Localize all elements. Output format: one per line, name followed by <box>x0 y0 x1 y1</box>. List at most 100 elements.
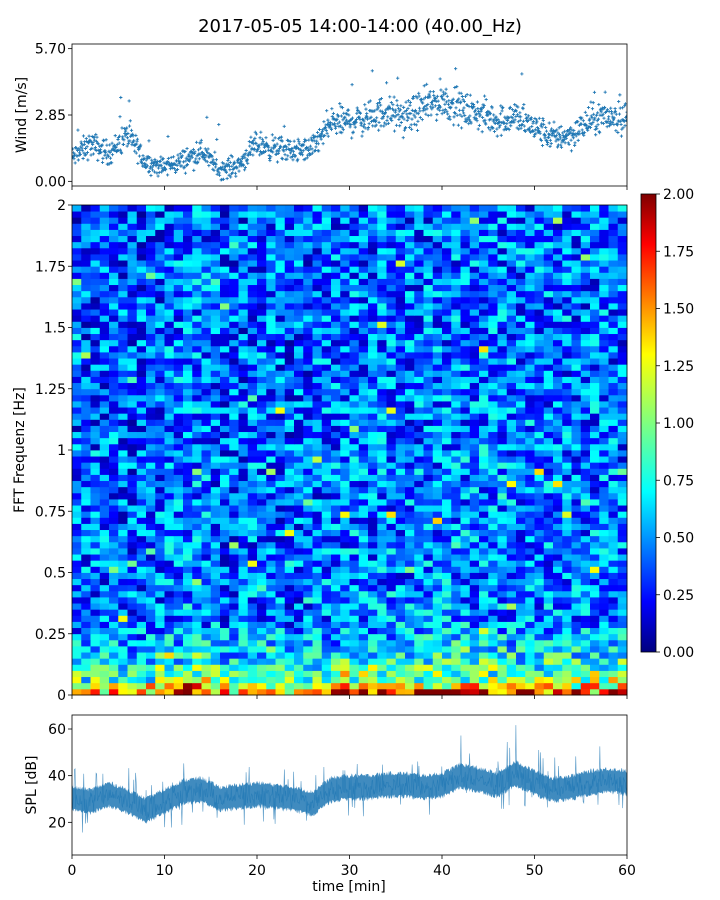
spectrogram-cell <box>414 364 424 371</box>
spectrogram-cell <box>90 468 101 475</box>
wind-point <box>455 85 459 89</box>
spectrogram-cell <box>183 682 193 690</box>
spectrogram-cell <box>136 401 147 408</box>
spectrogram-cell <box>90 486 101 494</box>
spectrogram-cell <box>220 652 230 659</box>
wind-point <box>288 151 293 155</box>
spectrogram-cell <box>608 664 619 671</box>
spectrogram-cell <box>488 560 498 567</box>
spectrogram-cell <box>442 382 452 390</box>
spectrogram-cell <box>562 339 572 347</box>
wind-panel: 0.002.855.70 Wind [m/s] <box>14 42 628 190</box>
wind-point <box>515 113 520 117</box>
spectrogram-cell <box>109 456 119 463</box>
spectrogram-cell <box>553 499 563 506</box>
spectrogram-cell <box>331 688 341 696</box>
spectrogram-cell <box>81 394 91 402</box>
wind-point <box>365 111 369 116</box>
spectrogram-cell <box>358 615 369 622</box>
spectrogram-cell <box>109 578 119 586</box>
spectrogram-cell <box>238 407 249 414</box>
spectrogram-cell <box>331 505 341 512</box>
spectrogram-cell <box>442 682 452 690</box>
wind-point <box>322 120 326 124</box>
wind-point <box>144 162 148 166</box>
spectrogram-cell <box>553 560 563 567</box>
spectrogram-cell <box>220 511 230 518</box>
spectrogram-cell <box>155 456 165 463</box>
spectrogram-cell <box>562 492 572 500</box>
spectrogram-cell <box>275 572 286 580</box>
wind-point <box>199 138 203 142</box>
spectrogram-cell <box>525 664 535 671</box>
spectrogram-cell <box>506 554 517 561</box>
spectrogram-cell <box>192 474 202 482</box>
spectrogram-cell <box>173 633 184 641</box>
wind-point <box>623 104 627 108</box>
spectrogram-cell <box>183 474 193 482</box>
spectrogram-cell <box>432 682 443 690</box>
spectrogram-cell <box>571 394 582 402</box>
spectrogram-cell <box>580 670 591 678</box>
spectrogram-cell <box>136 431 147 439</box>
spectrogram-cell <box>173 597 184 604</box>
spectrogram-cell <box>497 358 508 365</box>
spectrogram-cell <box>534 682 545 690</box>
spectrogram-cell <box>303 468 313 475</box>
spectrogram-cell <box>284 480 295 488</box>
wind-point <box>164 168 168 172</box>
spectrogram-cell <box>173 382 184 390</box>
spectrogram-cell <box>423 413 434 420</box>
wind-point <box>430 102 434 106</box>
spectrogram-cell <box>72 541 82 549</box>
spectrogram-cell <box>81 462 91 469</box>
wind-point <box>266 143 270 147</box>
spectrogram-cell <box>118 474 128 482</box>
spectrogram-cell <box>90 462 101 469</box>
spectrogram-cell <box>349 566 360 573</box>
spectrogram-cell <box>90 554 101 561</box>
spectrogram-cell <box>543 499 554 506</box>
spectrogram-cell <box>90 407 101 414</box>
spectrogram-cell <box>580 548 591 555</box>
spectrogram-cell <box>516 541 526 549</box>
spectrogram-cell <box>247 327 258 335</box>
spectrogram-cell <box>312 474 323 482</box>
spectrogram-cell <box>599 572 609 580</box>
spectrogram-cell <box>590 480 600 488</box>
spectrogram-cell <box>109 548 119 555</box>
spectrogram-cell <box>294 388 304 396</box>
spectrogram-cell <box>331 627 341 635</box>
spectrogram-cell <box>423 676 434 684</box>
wind-point <box>444 100 449 104</box>
spectrogram-cell <box>220 688 230 696</box>
spectrogram-cell <box>395 639 406 647</box>
spectrogram-cell <box>164 474 175 482</box>
spectrogram-cell <box>451 382 461 390</box>
spectrogram-cell <box>516 437 526 445</box>
spectrogram-cell <box>617 339 628 347</box>
spectrogram-cell <box>516 333 526 341</box>
spectrogram-cell <box>257 480 267 488</box>
spectrogram-cell <box>460 584 471 592</box>
spectrogram-cell <box>553 437 563 445</box>
wind-point <box>410 108 414 112</box>
spectrogram-cell <box>358 682 369 690</box>
spectrogram-cell <box>571 578 582 586</box>
spectrogram-cell <box>562 676 572 684</box>
spectrogram-cell <box>340 364 350 371</box>
spectrogram-cell <box>303 456 313 463</box>
wind-point <box>194 157 198 161</box>
spectrogram-cell <box>238 548 249 555</box>
spectrogram-cell <box>516 505 526 512</box>
spectrogram-cell <box>192 603 202 610</box>
spectrogram-cell <box>358 529 369 537</box>
spectrogram-cell <box>229 639 239 647</box>
spectrogram-cell <box>183 480 193 488</box>
spectrogram-cell <box>275 376 286 384</box>
spectrogram-cell <box>497 462 508 469</box>
spectrogram-cell <box>183 401 193 408</box>
spectrogram-cell <box>127 474 138 482</box>
wind-point <box>150 165 154 169</box>
spectrogram-cell <box>238 646 249 653</box>
